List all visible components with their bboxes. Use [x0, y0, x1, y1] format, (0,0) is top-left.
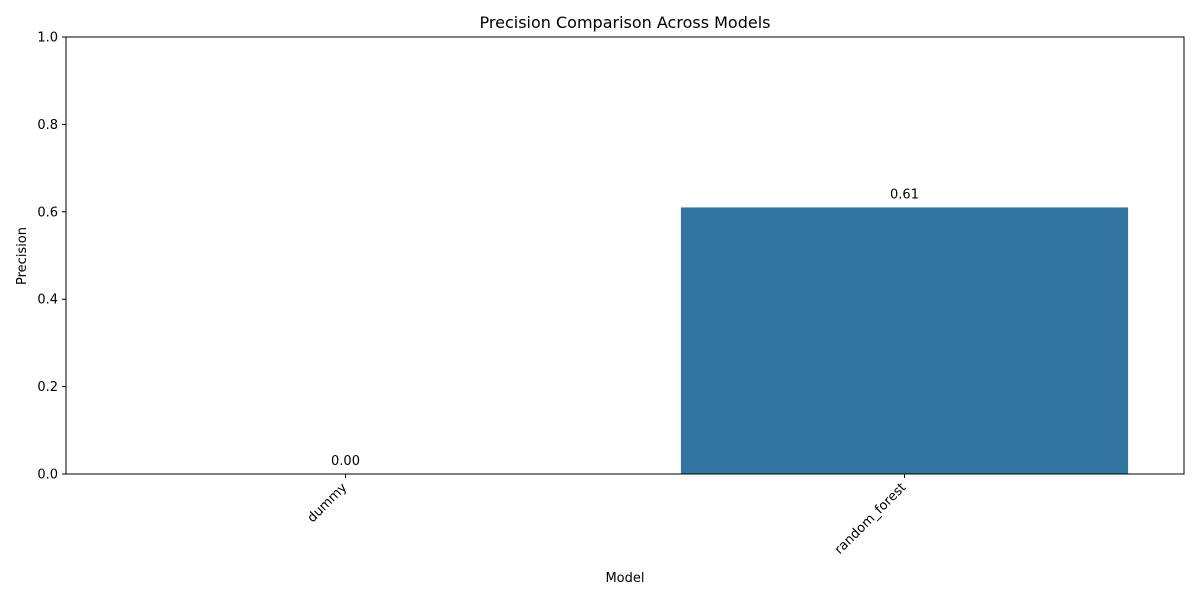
y-tick-label: 0.0 [37, 468, 58, 483]
chart-title: Precision Comparison Across Models [480, 13, 771, 32]
y-axis-ticks: 0.0 0.2 0.4 0.6 0.8 1.0 [37, 31, 66, 483]
bars-group [680, 207, 1129, 474]
y-axis-label: Precision [15, 227, 30, 285]
axes-frame [65, 36, 1185, 475]
y-tick-label: 0.2 [37, 380, 58, 395]
x-axis-ticks: dummy random_forest [305, 474, 909, 558]
x-tick-label: dummy [305, 480, 351, 526]
data-label-dummy: 0.00 [331, 454, 360, 469]
y-tick-label: 0.6 [37, 205, 58, 220]
x-axis-label: Model [605, 571, 644, 586]
bar-random-forest [680, 207, 1129, 474]
data-label-random-forest: 0.61 [890, 187, 919, 202]
plot-area: 0.00 0.61 0.0 0.2 0.4 0.6 0.8 1.0 dummy random_… [37, 31, 1185, 558]
x-tick-label: random_forest [832, 480, 909, 557]
y-tick-label: 0.4 [37, 293, 58, 308]
y-tick-label: 1.0 [37, 31, 58, 46]
y-tick-label: 0.8 [37, 118, 58, 133]
data-labels-group: 0.00 0.61 [331, 187, 919, 469]
